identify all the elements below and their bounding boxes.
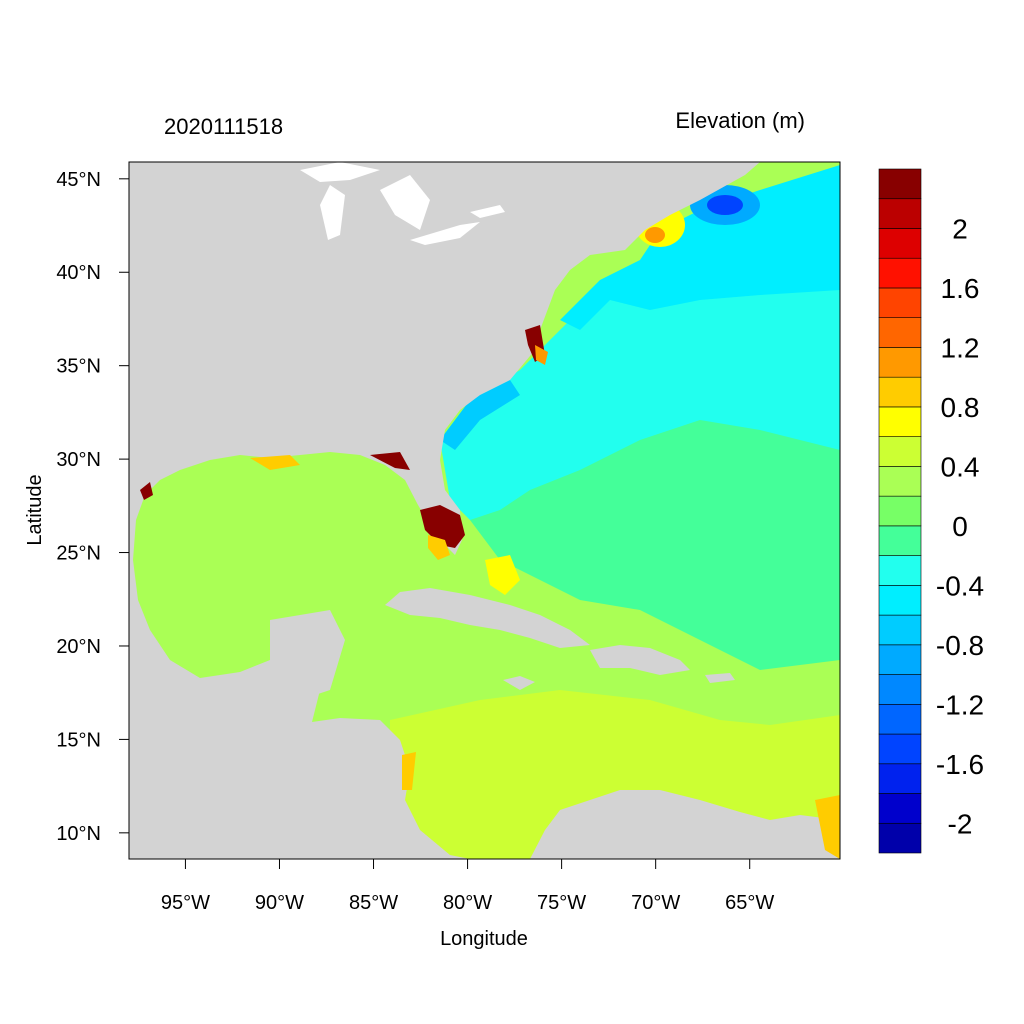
surge-markers bbox=[140, 325, 840, 859]
colorbar-label-1: 1.6 bbox=[941, 273, 980, 304]
y-tick-label-3: 30°N bbox=[56, 449, 101, 471]
x-tick-label-5: 70°W bbox=[631, 892, 680, 914]
x-axis-label: Longitude bbox=[440, 928, 528, 950]
honduras-anomaly bbox=[402, 752, 416, 790]
hispaniola bbox=[590, 645, 690, 675]
x-tick-label-1: 90°W bbox=[255, 892, 304, 914]
colorbar-label-7: -0.8 bbox=[936, 630, 984, 661]
colorbar-swatch-13 bbox=[878, 436, 922, 467]
x-tick-label-6: 65°W bbox=[725, 892, 774, 914]
y-tick-label-7: 10°N bbox=[56, 823, 101, 845]
colorbar-swatch-2 bbox=[878, 763, 922, 794]
colorbar-label-4: 0.4 bbox=[941, 451, 980, 482]
colorbar-swatch-12 bbox=[878, 466, 922, 497]
florida-west-coast-anomaly bbox=[428, 535, 450, 560]
bahamas-anomaly bbox=[485, 555, 520, 595]
date-title: 2020111518 bbox=[164, 114, 283, 139]
y-tick-label-4: 25°N bbox=[56, 543, 101, 565]
plot-frame bbox=[128, 161, 841, 860]
lake-michigan bbox=[320, 185, 345, 240]
colorbar-labels: 2 1.6 1.2 0.8 0.4 0 -0.4 -0.8 -1.2 -1.6 -2 bbox=[936, 213, 984, 839]
lake-huron bbox=[380, 175, 430, 230]
colorbar-swatch-15 bbox=[878, 376, 922, 408]
colorbar-label-9: -1.6 bbox=[936, 749, 984, 780]
colorbar-swatch-17 bbox=[878, 317, 922, 348]
puerto-rico bbox=[705, 673, 735, 683]
jamaica bbox=[503, 676, 535, 690]
y-tick-label-1: 40°N bbox=[56, 262, 101, 284]
colorbar-swatch-1 bbox=[878, 793, 922, 824]
south-florida-surge bbox=[420, 505, 465, 548]
x-tick-label-0: 95°W bbox=[161, 892, 210, 914]
colorbar-swatch-3 bbox=[878, 733, 922, 765]
cuba bbox=[385, 588, 590, 648]
colorbar-swatch-14 bbox=[878, 406, 922, 437]
x-tick-label-4: 75°W bbox=[537, 892, 586, 914]
y-axis-ticks: 45°N 40°N 35°N 30°N 25°N 20°N 15°N 10°N bbox=[56, 169, 129, 845]
colorbar-label-3: 0.8 bbox=[941, 392, 980, 423]
lake-erie bbox=[410, 222, 480, 245]
x-axis-ticks: 95°W 90°W 85°W 80°W 75°W 70°W 65°W bbox=[161, 859, 774, 914]
colorbar-swatch-7 bbox=[878, 614, 922, 646]
x-tick-label-3: 80°W bbox=[443, 892, 492, 914]
x-tick-label-2: 85°W bbox=[349, 892, 398, 914]
colorbar-label-8: -1.2 bbox=[936, 689, 984, 720]
colorbar-swatch-20 bbox=[878, 228, 922, 259]
colorbar bbox=[878, 168, 922, 854]
colorbar-label-5: 0 bbox=[952, 511, 968, 542]
great-lakes bbox=[300, 162, 505, 245]
colorbar-swatch-0 bbox=[878, 822, 922, 854]
colorbar-swatch-5 bbox=[878, 674, 922, 705]
y-tick-label-6: 15°N bbox=[56, 729, 101, 751]
lake-ontario bbox=[470, 205, 505, 218]
colorbar-swatch-21 bbox=[878, 198, 922, 229]
atlantic-mid-region bbox=[440, 260, 840, 520]
colorbar-label-10: -2 bbox=[948, 808, 973, 839]
y-tick-label-0: 45°N bbox=[56, 169, 101, 191]
y-tick-label-2: 35°N bbox=[56, 356, 101, 378]
colorbar-swatch-19 bbox=[878, 257, 922, 289]
colorbar-swatch-18 bbox=[878, 287, 922, 318]
south-america bbox=[530, 790, 840, 859]
colorbar-swatch-10 bbox=[878, 525, 922, 556]
louisiana-coast bbox=[250, 455, 300, 470]
cape-cod-anomaly-core bbox=[645, 227, 665, 243]
colorbar-swatch-11 bbox=[878, 495, 922, 527]
y-axis-label: Latitude bbox=[24, 474, 46, 545]
texas-coast bbox=[140, 482, 153, 500]
colorbar-swatch-4 bbox=[878, 704, 922, 735]
colorbar-label-2: 1.2 bbox=[941, 332, 980, 363]
colorbar-label-0: 2 bbox=[952, 213, 968, 244]
y-tick-label-5: 20°N bbox=[56, 636, 101, 658]
colorbar-swatch-22 bbox=[878, 168, 922, 200]
florida-big-bend bbox=[370, 452, 410, 470]
yucatan bbox=[270, 610, 345, 700]
colorbar-swatch-8 bbox=[878, 585, 922, 616]
colorbar-swatch-9 bbox=[878, 555, 922, 586]
lake-superior bbox=[300, 162, 380, 182]
outer-banks-anomaly bbox=[535, 345, 548, 365]
colorbar-label-6: -0.4 bbox=[936, 570, 984, 601]
colorbar-swatch-16 bbox=[878, 347, 922, 378]
atlantic-north-region bbox=[560, 165, 840, 330]
colorbar-swatch-6 bbox=[878, 644, 922, 675]
variable-title: Elevation (m) bbox=[675, 108, 805, 133]
coastal-band bbox=[440, 380, 520, 450]
gulf-of-maine-low-core bbox=[707, 195, 743, 215]
plot-area bbox=[129, 162, 840, 859]
venezuela-anomaly bbox=[815, 795, 840, 859]
